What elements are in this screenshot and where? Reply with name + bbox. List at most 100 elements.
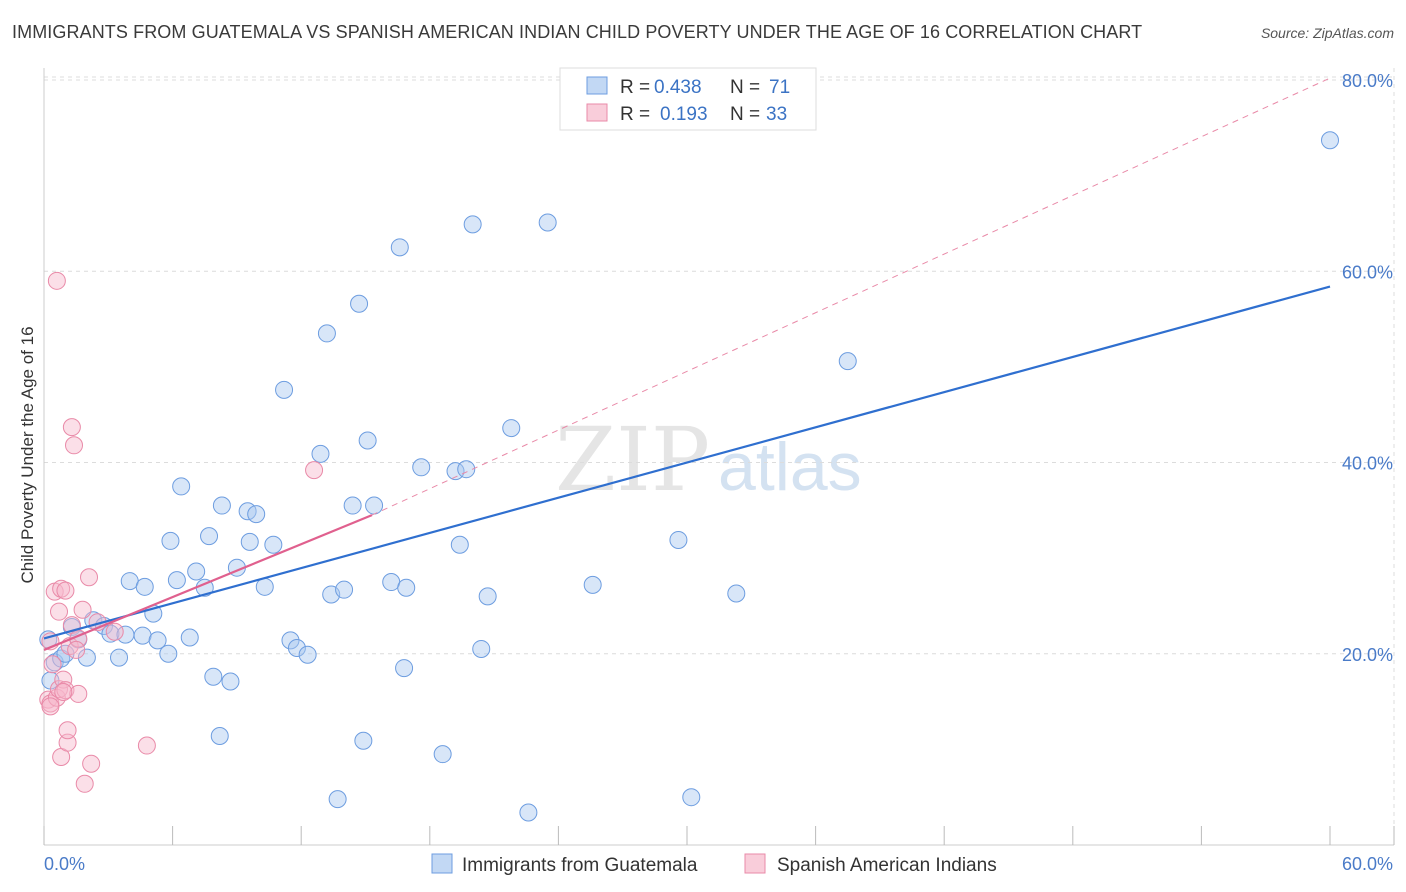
point-guatemala <box>200 527 219 546</box>
point-spanish-american-indian <box>41 697 60 716</box>
watermark-atlas: atlas <box>718 429 862 505</box>
point-guatemala <box>472 639 491 658</box>
point-spanish-american-indian <box>82 754 101 773</box>
point-guatemala <box>135 577 154 596</box>
legend-r-label-2: R = <box>620 104 650 125</box>
watermark: ZIP atlas <box>555 408 862 511</box>
legend-r-value-2: 0.193 <box>660 104 708 125</box>
point-guatemala <box>161 531 180 550</box>
watermark-zip: ZIP <box>555 408 710 511</box>
point-guatemala <box>463 215 482 234</box>
point-guatemala <box>382 573 401 592</box>
y-tick-label-60: 60.0% <box>1342 262 1393 282</box>
series-guatemala-points <box>39 131 1339 822</box>
point-guatemala <box>397 578 416 597</box>
x-tick-label-min: 0.0% <box>44 854 85 874</box>
point-spanish-american-indian <box>137 736 156 755</box>
point-spanish-american-indian <box>69 684 88 703</box>
bottom-legend-swatch-spanish-american-indians <box>744 853 766 874</box>
point-guatemala <box>538 213 557 232</box>
trend-line-spanish-american-indians <box>43 514 373 651</box>
legend: R = 0.438 N = 71 R = 0.193 N = 33 <box>559 67 817 131</box>
bottom-legend: Immigrants from Guatemala Spanish Americ… <box>431 853 997 876</box>
point-guatemala <box>167 571 186 590</box>
point-guatemala <box>682 788 701 807</box>
point-guatemala <box>281 631 300 650</box>
point-guatemala <box>180 628 199 647</box>
legend-n-value-1: 71 <box>769 77 790 98</box>
point-guatemala <box>148 631 167 650</box>
point-guatemala <box>204 667 223 686</box>
y-axis-title: Child Poverty Under the Age of 16 <box>18 326 37 583</box>
point-guatemala <box>328 790 347 809</box>
point-guatemala <box>350 294 369 313</box>
chart-title: IMMIGRANTS FROM GUATEMALA VS SPANISH AME… <box>12 22 1143 42</box>
legend-swatch-spanish-american-indians <box>586 103 608 122</box>
point-guatemala <box>298 645 317 664</box>
point-spanish-american-indian <box>58 733 77 752</box>
point-guatemala <box>457 460 476 479</box>
point-guatemala <box>365 496 384 515</box>
trend-lines <box>43 77 1331 651</box>
point-guatemala <box>311 444 330 463</box>
point-guatemala <box>354 731 373 750</box>
y-tick-label-40: 40.0% <box>1342 454 1393 474</box>
legend-swatch-guatemala <box>586 76 608 95</box>
legend-r-value-1: 0.438 <box>654 77 702 98</box>
point-guatemala <box>212 496 231 515</box>
source-credit: Source: ZipAtlas.com <box>1260 25 1394 41</box>
point-guatemala <box>210 726 229 745</box>
bottom-legend-label-spanish-american-indians: Spanish American Indians <box>777 855 997 876</box>
point-guatemala <box>502 419 521 438</box>
y-tick-labels: 20.0% 40.0% 60.0% 80.0% <box>1342 71 1393 665</box>
point-guatemala <box>187 562 206 581</box>
point-guatemala <box>395 659 414 678</box>
x-axis-ticks <box>43 826 1395 845</box>
point-spanish-american-indian <box>80 568 99 587</box>
point-spanish-american-indian <box>62 418 81 437</box>
trend-line-guatemala <box>43 285 1331 640</box>
point-guatemala <box>335 580 354 599</box>
point-guatemala <box>669 530 688 549</box>
point-spanish-american-indian <box>65 436 84 455</box>
point-guatemala <box>77 648 96 667</box>
point-spanish-american-indian <box>58 721 77 740</box>
point-spanish-american-indian <box>75 774 94 793</box>
point-guatemala <box>221 672 240 691</box>
point-guatemala <box>275 380 294 399</box>
point-guatemala <box>390 238 409 257</box>
point-guatemala <box>838 352 857 371</box>
bottom-legend-label-guatemala: Immigrants from Guatemala <box>462 855 698 876</box>
series-spanish-american-indian-points <box>39 271 324 793</box>
point-guatemala <box>172 477 191 496</box>
point-spanish-american-indian <box>50 602 69 621</box>
point-guatemala <box>159 644 178 663</box>
point-spanish-american-indian <box>54 683 73 701</box>
point-guatemala <box>255 577 274 596</box>
point-guatemala <box>317 324 336 343</box>
point-guatemala <box>120 572 139 591</box>
point-spanish-american-indian <box>305 461 324 480</box>
point-guatemala <box>478 587 497 606</box>
point-spanish-american-indian <box>47 271 66 290</box>
x-tick-labels: 0.0% 60.0% <box>44 854 1393 874</box>
point-guatemala <box>247 505 266 524</box>
point-guatemala <box>727 584 746 603</box>
point-spanish-american-indian <box>67 640 86 659</box>
point-guatemala <box>133 626 152 645</box>
point-guatemala <box>240 532 259 551</box>
point-guatemala <box>583 575 602 594</box>
point-guatemala <box>264 535 283 554</box>
legend-n-label-2: N = <box>730 104 760 125</box>
y-tick-label-20: 20.0% <box>1342 645 1393 665</box>
point-guatemala <box>1321 131 1339 150</box>
point-spanish-american-indian <box>43 655 62 674</box>
point-spanish-american-indian <box>105 622 124 641</box>
point-guatemala <box>287 639 306 658</box>
legend-n-label-1: N = <box>730 77 760 98</box>
point-guatemala <box>412 458 431 477</box>
point-guatemala <box>519 803 538 822</box>
point-guatemala <box>450 535 469 554</box>
x-tick-label-max: 60.0% <box>1342 854 1393 874</box>
